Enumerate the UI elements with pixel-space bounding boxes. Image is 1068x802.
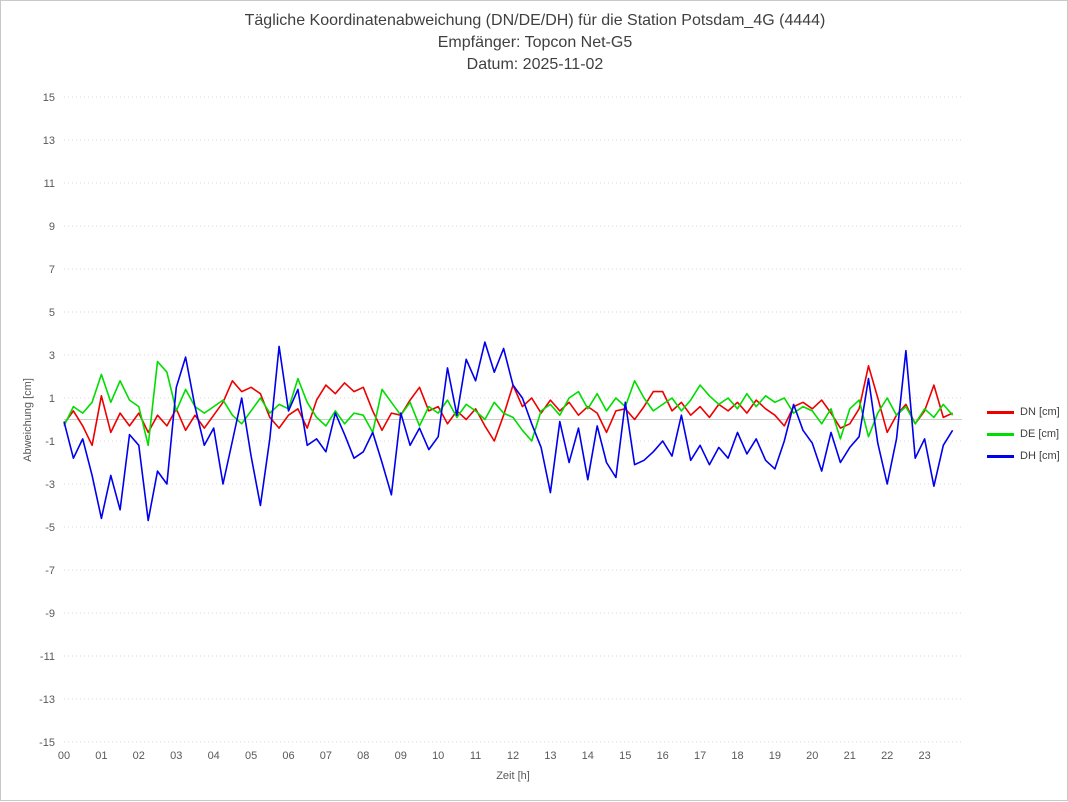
series-line-dn bbox=[63, 364, 953, 447]
svg-text:15: 15 bbox=[619, 750, 631, 762]
svg-text:12: 12 bbox=[507, 750, 519, 762]
de-line-swatch bbox=[987, 432, 1014, 436]
x-axis-title: Zeit [h] bbox=[496, 770, 530, 782]
chart-subtitle-date: Datum: 2025-11-02 bbox=[466, 56, 604, 73]
svg-text:23: 23 bbox=[918, 750, 930, 762]
legend-item-dn: DN [cm] bbox=[987, 406, 1060, 418]
svg-text:08: 08 bbox=[357, 750, 369, 762]
svg-text:05: 05 bbox=[245, 750, 257, 762]
svg-text:11: 11 bbox=[44, 178, 55, 190]
y-axis-title: Abweichung [cm] bbox=[22, 378, 34, 462]
svg-text:20: 20 bbox=[806, 750, 818, 762]
dn-line-swatch bbox=[987, 410, 1014, 414]
svg-text:02: 02 bbox=[133, 750, 145, 762]
dh-line-swatch bbox=[987, 454, 1014, 458]
svg-text:15: 15 bbox=[43, 92, 55, 104]
svg-text:17: 17 bbox=[694, 750, 706, 762]
svg-text:7: 7 bbox=[49, 264, 55, 276]
legend: DN [cm] DE [cm] DH [cm] bbox=[987, 406, 1060, 462]
legend-label-dn: DN [cm] bbox=[1020, 406, 1060, 418]
chart-title-block: Tägliche Koordinatenabweichung (DN/DE/DH… bbox=[1, 10, 1068, 76]
x-tick-labels: 00 01 02 03 04 05 06 07 08 09 10 11 12 13 14 15 16 17 18 19… bbox=[58, 750, 931, 762]
svg-text:-13: -13 bbox=[39, 694, 55, 706]
legend-item-dh: DH [cm] bbox=[987, 450, 1060, 462]
svg-text:16: 16 bbox=[657, 750, 669, 762]
svg-text:18: 18 bbox=[731, 750, 743, 762]
svg-text:13: 13 bbox=[544, 750, 556, 762]
svg-text:06: 06 bbox=[282, 750, 294, 762]
svg-text:3: 3 bbox=[49, 350, 55, 362]
svg-text:1: 1 bbox=[49, 393, 55, 405]
legend-label-dh: DH [cm] bbox=[1020, 450, 1060, 462]
gridlines bbox=[64, 96, 962, 743]
svg-text:22: 22 bbox=[881, 750, 893, 762]
svg-text:01: 01 bbox=[95, 750, 107, 762]
svg-text:00: 00 bbox=[58, 750, 70, 762]
svg-text:-5: -5 bbox=[45, 522, 55, 534]
svg-text:-1: -1 bbox=[45, 436, 55, 448]
svg-text:19: 19 bbox=[769, 750, 781, 762]
chart-title: Tägliche Koordinatenabweichung (DN/DE/DH… bbox=[244, 12, 826, 29]
legend-label-de: DE [cm] bbox=[1020, 428, 1060, 440]
svg-text:14: 14 bbox=[582, 750, 594, 762]
svg-text:-3: -3 bbox=[45, 479, 55, 491]
svg-text:03: 03 bbox=[170, 750, 182, 762]
svg-text:9: 9 bbox=[49, 221, 55, 233]
series-line-de bbox=[63, 360, 954, 447]
svg-text:-7: -7 bbox=[45, 565, 55, 577]
svg-text:04: 04 bbox=[208, 750, 220, 762]
chart-subtitle-receiver: Empfänger: Topcon Net-G5 bbox=[437, 34, 633, 51]
svg-text:07: 07 bbox=[320, 750, 332, 762]
series-line-dh bbox=[63, 341, 954, 522]
svg-text:5: 5 bbox=[49, 307, 55, 319]
svg-text:13: 13 bbox=[43, 135, 55, 147]
svg-text:09: 09 bbox=[395, 750, 407, 762]
svg-text:-15: -15 bbox=[39, 737, 55, 749]
svg-text:11: 11 bbox=[470, 750, 481, 762]
svg-text:-9: -9 bbox=[45, 608, 55, 620]
svg-text:21: 21 bbox=[844, 750, 856, 762]
svg-text:10: 10 bbox=[432, 750, 444, 762]
legend-item-de: DE [cm] bbox=[987, 428, 1060, 440]
svg-text:-11: -11 bbox=[40, 651, 55, 663]
y-tick-labels: 15 13 11 9 7 5 3 1 -1 -3 -5 -7 -9 -11 -13 -15 bbox=[39, 92, 55, 749]
